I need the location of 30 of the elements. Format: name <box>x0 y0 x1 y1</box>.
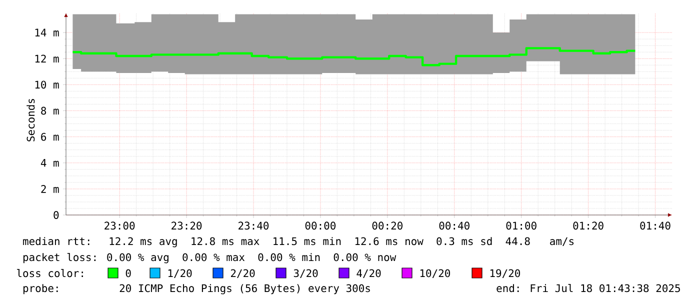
text: probe: 20 ICMP Echo Pings (56 Bytes) every 300s <box>23 284 370 294</box>
x-tick-label: 23:40 <box>238 222 269 230</box>
y-tick-label: 10 m <box>35 80 59 89</box>
x-tick-label: 23:20 <box>172 222 202 230</box>
x-tick-label: 00:20 <box>372 222 402 230</box>
legend-label: 1/20 <box>168 269 192 278</box>
legend-title: loss color: <box>17 269 83 278</box>
legend-label: 10/20 <box>420 269 450 278</box>
x-tick-label: 01:40 <box>640 222 670 230</box>
legend-label: 3/20 <box>294 269 318 278</box>
legend-label: 2/20 <box>230 269 255 278</box>
x-tick-label: 00:40 <box>439 222 470 230</box>
x-tick-label: 01:00 <box>506 222 536 230</box>
text: packet loss: 0.00 % avg 0.00 % max 0.00 % min 0.00 % now <box>23 253 396 264</box>
y-tick-label: 2 m <box>41 185 59 193</box>
x-tick-label: 00:00 <box>305 222 336 230</box>
legend-label: 0 <box>126 269 131 278</box>
x-tick-label: 01:20 <box>573 222 604 230</box>
y-tick-label: 6 m <box>41 132 59 141</box>
legend-label: 4/20 <box>356 269 381 278</box>
legend-label: 19/20 <box>490 269 520 278</box>
x-tick-label: 23:00 <box>104 222 135 230</box>
text: end: Fri Jul 18 01:43:38 2025 <box>496 284 680 292</box>
text: median rtt: 12.2 ms avg 12.8 ms max 11.5 ms min 12.6 ms now 0.3 ms sd 44.8 am/s <box>23 237 574 248</box>
y-axis-title: Seconds <box>26 99 35 142</box>
y-tick-label: 8 m <box>41 106 59 115</box>
y-tick-label: 14 m <box>35 28 59 36</box>
y-tick-label: 0 <box>54 211 59 219</box>
y-tick-label: 4 m <box>40 159 59 167</box>
y-tick-label: 12 m <box>35 54 59 62</box>
